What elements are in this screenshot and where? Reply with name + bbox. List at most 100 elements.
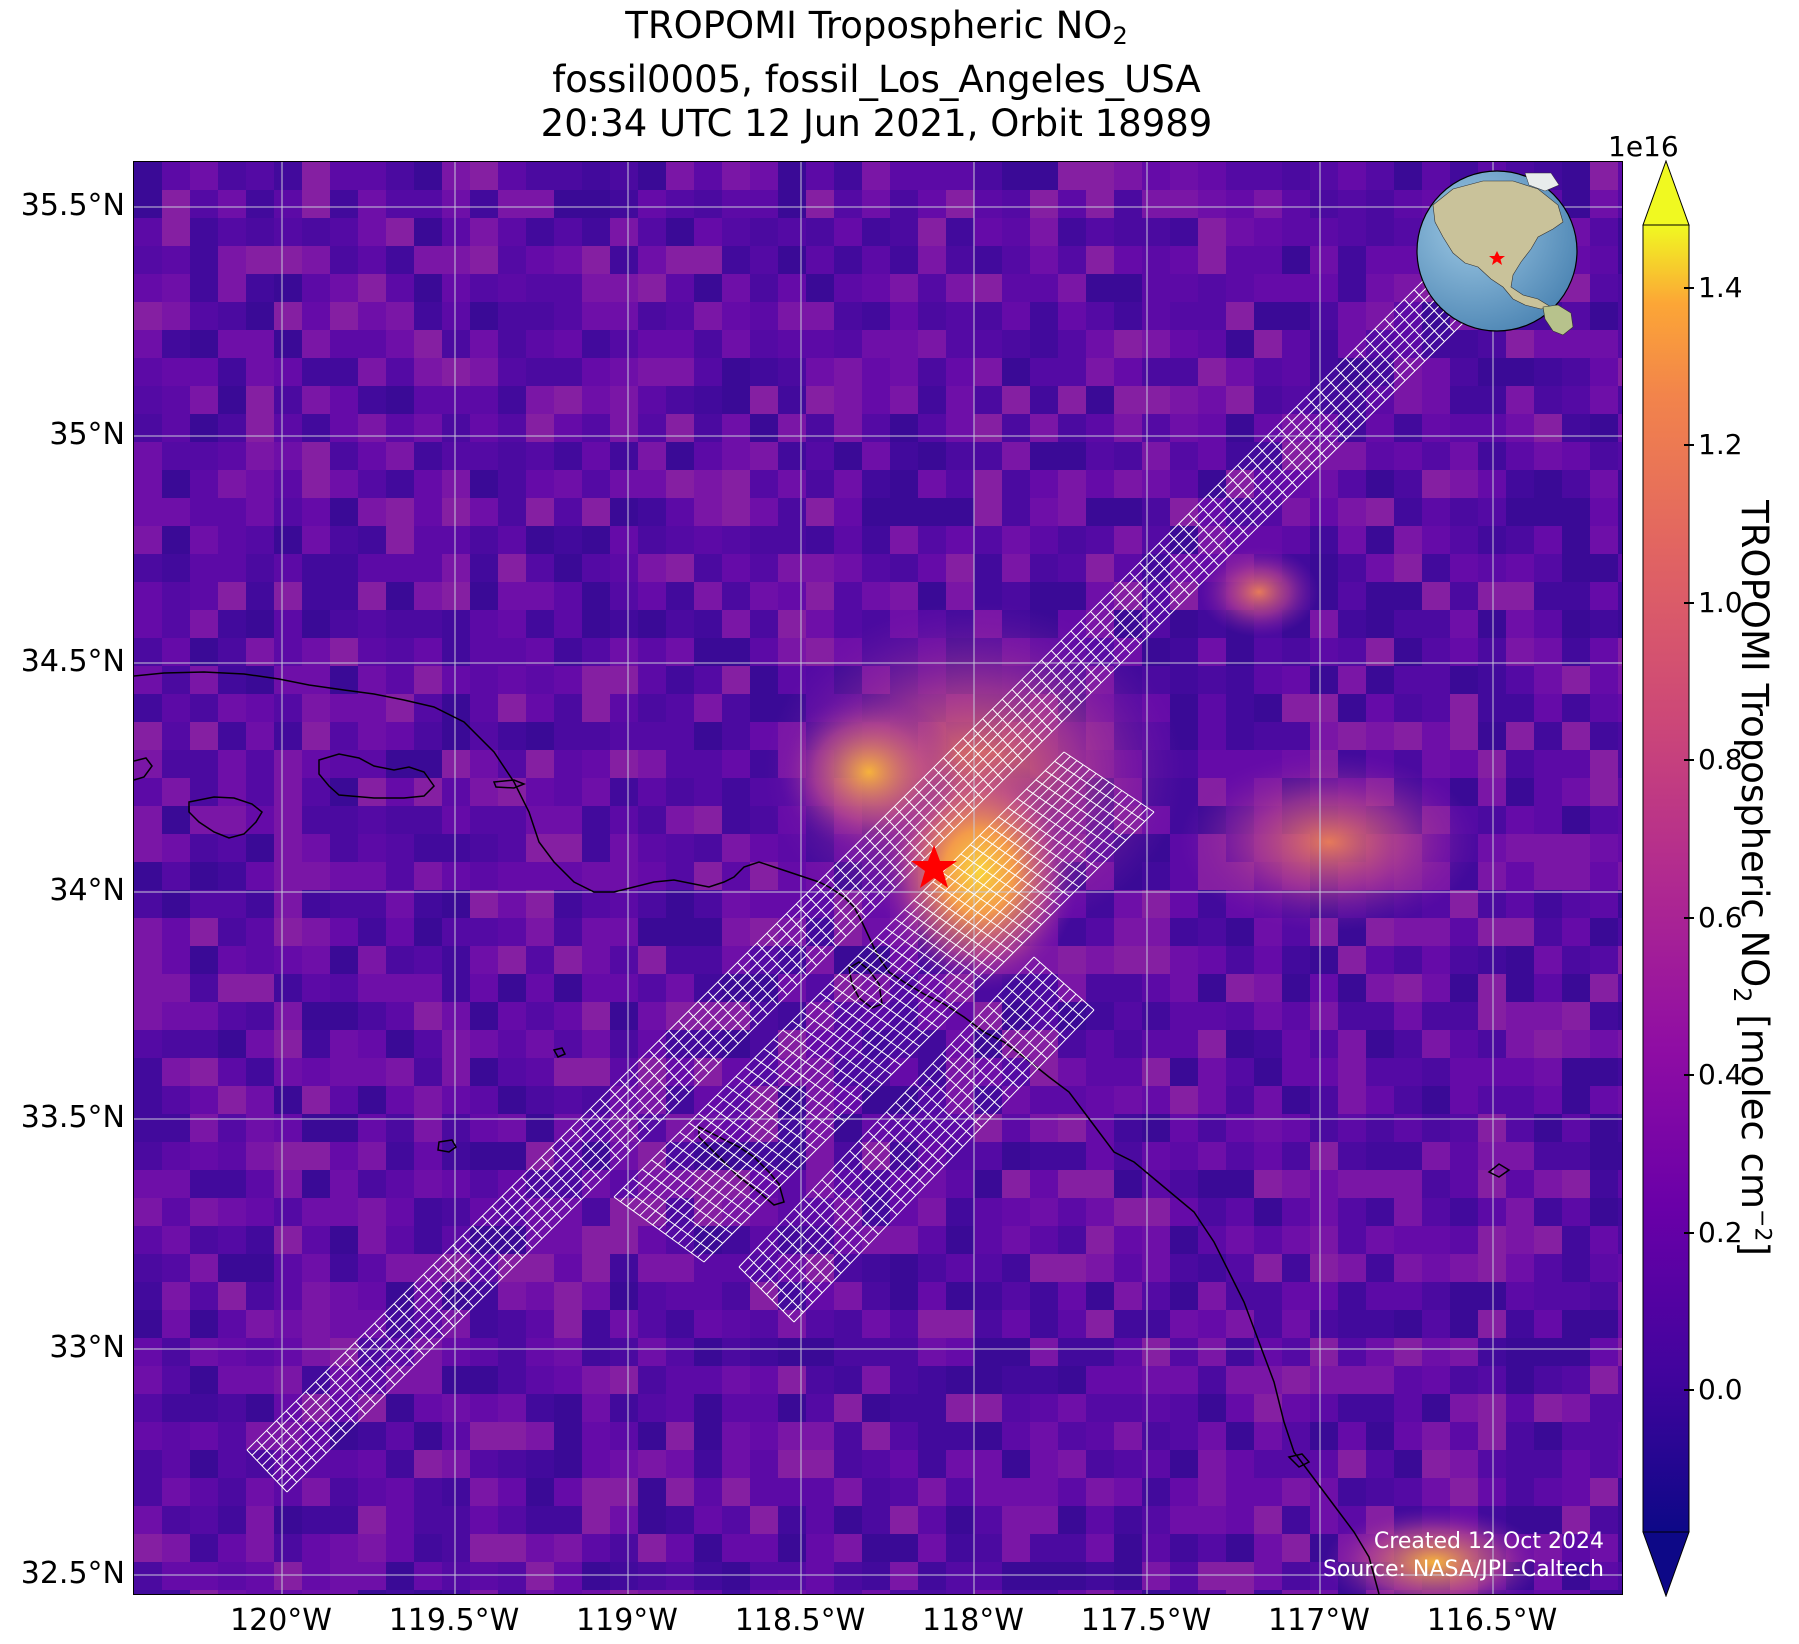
no2-pixel (302, 1226, 331, 1255)
no2-pixel (1562, 918, 1591, 947)
no2-pixel (1086, 1366, 1115, 1395)
no2-pixel (722, 694, 751, 723)
no2-pixel (162, 1170, 191, 1199)
no2-pixel (778, 526, 807, 555)
no2-pixel (1562, 1282, 1591, 1311)
no2-pixel (1002, 1478, 1031, 1507)
no2-pixel (1226, 498, 1255, 527)
latitude-label: 35°N (49, 417, 125, 452)
no2-pixel (246, 442, 275, 471)
no2-pixel (1198, 1170, 1227, 1199)
no2-pixel (1170, 442, 1199, 471)
no2-pixel (442, 1534, 471, 1563)
no2-pixel (1170, 1450, 1199, 1479)
no2-pixel (330, 1366, 359, 1395)
no2-pixel (1618, 582, 1622, 611)
no2-pixel (1254, 498, 1283, 527)
no2-pixel (414, 1058, 443, 1087)
no2-pixel (1618, 526, 1622, 555)
no2-pixel (582, 330, 611, 359)
no2-pixel (302, 470, 331, 499)
no2-pixel (806, 1310, 835, 1339)
no2-pixel (1142, 1562, 1171, 1591)
no2-pixel (1562, 890, 1591, 919)
no2-pixel (1198, 1058, 1227, 1087)
no2-pixel (1198, 330, 1227, 359)
no2-pixel (526, 190, 555, 219)
no2-pixel (386, 218, 415, 247)
no2-pixel (1366, 1394, 1395, 1423)
no2-pixel (1198, 638, 1227, 667)
no2-pixel (218, 694, 247, 723)
no2-pixel (134, 1422, 163, 1451)
no2-pixel (862, 302, 891, 331)
no2-pixel (134, 1366, 163, 1395)
no2-pixel (1394, 1394, 1423, 1423)
no2-pixel (974, 1590, 1003, 1594)
no2-pixel (1394, 666, 1423, 695)
no2-pixel (638, 498, 667, 527)
no2-pixel (246, 1478, 275, 1507)
no2-pixel (1422, 498, 1451, 527)
no2-pixel (218, 1478, 247, 1507)
no2-pixel (1562, 1506, 1591, 1535)
globe-greenland (1524, 172, 1560, 192)
no2-pixel (1618, 862, 1622, 891)
no2-pixel (330, 1282, 359, 1311)
no2-pixel (442, 778, 471, 807)
no2-pixel (1562, 582, 1591, 611)
no2-pixel (1114, 946, 1143, 975)
no2-pixel (1534, 1058, 1563, 1087)
no2-pixel (1590, 358, 1619, 387)
no2-pixel (1254, 274, 1283, 303)
no2-pixel (1590, 330, 1619, 359)
no2-pixel (1422, 1254, 1451, 1283)
no2-pixel (666, 1310, 695, 1339)
no2-pixel (1590, 722, 1619, 751)
no2-pixel (302, 722, 331, 751)
no2-pixel (1226, 1030, 1255, 1059)
no2-pixel (610, 638, 639, 667)
no2-pixel (638, 1506, 667, 1535)
no2-pixel (1142, 190, 1171, 219)
no2-pixel (638, 162, 667, 191)
no2-pixel (1002, 1226, 1031, 1255)
no2-pixel (162, 470, 191, 499)
no2-pixel (946, 358, 975, 387)
no2-pixel (1534, 1086, 1563, 1115)
no2-pixel (1310, 190, 1339, 219)
no2-pixel (414, 1086, 443, 1115)
no2-pixel (1198, 1478, 1227, 1507)
no2-pixel (1310, 330, 1339, 359)
no2-pixel (386, 526, 415, 555)
no2-pixel (330, 1226, 359, 1255)
no2-pixel (1030, 302, 1059, 331)
no2-pixel (442, 610, 471, 639)
no2-pixel (1506, 834, 1535, 863)
no2-pixel (1534, 862, 1563, 891)
no2-pixel (890, 1394, 919, 1423)
no2-pixel (274, 498, 303, 527)
no2-pixel (442, 1282, 471, 1311)
globe-south-america (1542, 304, 1574, 336)
no2-pixel (162, 890, 191, 919)
no2-pixel (1086, 1058, 1115, 1087)
no2-pixel (190, 162, 219, 191)
no2-pixel (246, 414, 275, 443)
no2-pixel (1198, 246, 1227, 275)
no2-pixel (1226, 666, 1255, 695)
no2-pixel (1170, 386, 1199, 415)
no2-pixel (1590, 302, 1619, 331)
no2-pixel (246, 330, 275, 359)
no2-pixel (218, 442, 247, 471)
no2-pixel (246, 470, 275, 499)
no2-pixel (330, 162, 359, 191)
no2-pixel (470, 1562, 499, 1591)
no2-pixel (1562, 330, 1591, 359)
no2-pixel (890, 274, 919, 303)
no2-pixel (274, 1506, 303, 1535)
no2-pixel (582, 834, 611, 863)
no2-pixel (806, 218, 835, 247)
no2-pixel (862, 1310, 891, 1339)
no2-pixel (498, 1310, 527, 1339)
